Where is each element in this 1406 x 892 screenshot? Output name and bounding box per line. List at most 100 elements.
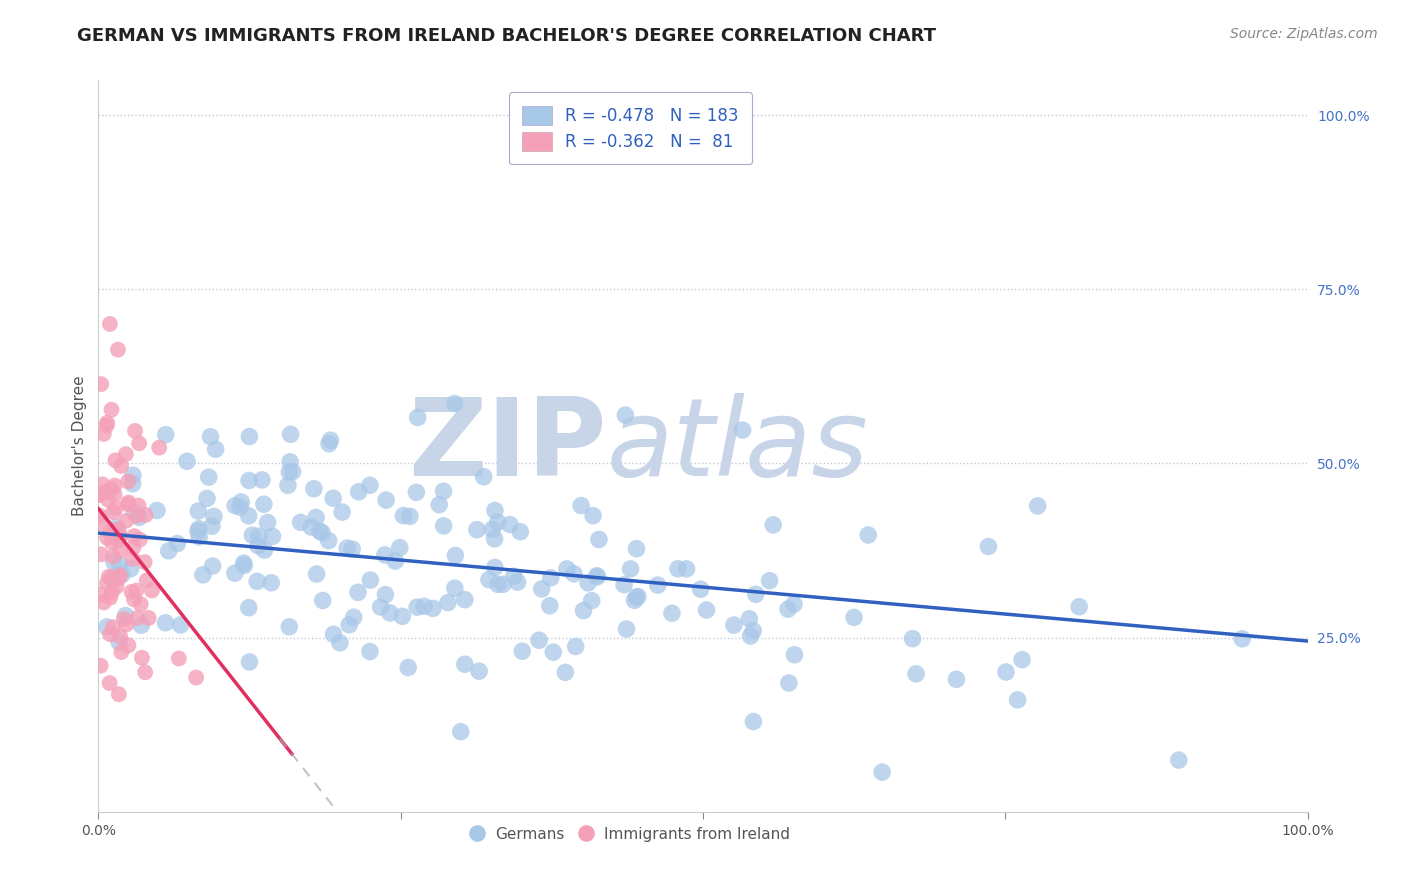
Point [233, 558, 256, 573]
Point [89, 487, 111, 501]
Point [406, 600, 429, 615]
Point [204, 442, 226, 457]
Point [167, 651, 190, 665]
Point [527, 633, 550, 648]
Point [322, 491, 344, 506]
Point [623, 593, 645, 607]
Point [305, 510, 328, 524]
Point [569, 499, 592, 513]
Point [128, 510, 150, 524]
Point [359, 478, 381, 492]
Point [427, 498, 450, 512]
Point [134, 555, 156, 569]
Point [1007, 693, 1029, 707]
Text: ZIP: ZIP [408, 393, 606, 499]
Point [359, 573, 381, 587]
Point [110, 529, 132, 543]
Point [359, 644, 381, 658]
Point [280, 427, 302, 442]
Point [98, 525, 121, 540]
Point [247, 529, 270, 543]
Point [492, 577, 515, 591]
Point [555, 562, 578, 576]
Point [343, 610, 366, 624]
Point [1069, 599, 1091, 614]
Point [745, 587, 768, 601]
Point [305, 567, 328, 582]
Point [148, 441, 170, 455]
Point [238, 600, 260, 615]
Point [624, 590, 647, 604]
Point [253, 543, 276, 558]
Point [481, 522, 503, 536]
Point [330, 505, 353, 519]
Point [105, 520, 128, 534]
Point [530, 582, 553, 596]
Point [486, 515, 509, 529]
Point [166, 536, 188, 550]
Point [444, 581, 467, 595]
Point [131, 650, 153, 665]
Point [562, 566, 585, 581]
Point [626, 541, 648, 556]
Point [104, 453, 127, 467]
Point [742, 624, 765, 638]
Point [778, 676, 800, 690]
Point [308, 524, 330, 538]
Point [91, 477, 114, 491]
Point [661, 607, 683, 621]
Point [114, 608, 136, 623]
Point [134, 665, 156, 680]
Point [96, 484, 118, 499]
Text: atlas: atlas [606, 393, 868, 499]
Point [200, 430, 222, 444]
Point [374, 548, 396, 562]
Point [503, 569, 526, 583]
Point [115, 617, 138, 632]
Point [231, 495, 253, 509]
Point [103, 555, 125, 569]
Point [484, 532, 506, 546]
Point [238, 655, 260, 669]
Point [510, 644, 533, 658]
Point [437, 596, 460, 610]
Point [723, 618, 745, 632]
Text: GERMAN VS IMMIGRANTS FROM IRELAND BACHELOR'S DEGREE CORRELATION CHART: GERMAN VS IMMIGRANTS FROM IRELAND BACHEL… [77, 27, 936, 45]
Point [108, 571, 131, 585]
Point [581, 593, 603, 607]
Point [586, 570, 609, 584]
Point [318, 533, 340, 548]
Point [238, 474, 260, 488]
Point [731, 423, 754, 437]
Point [96, 575, 118, 590]
Point [155, 427, 177, 442]
Point [125, 583, 148, 598]
Point [90, 547, 112, 561]
Point [543, 645, 565, 659]
Point [101, 570, 124, 584]
Y-axis label: Bachelor's Degree: Bachelor's Degree [72, 376, 87, 516]
Point [454, 657, 477, 672]
Point [229, 500, 252, 515]
Point [108, 630, 131, 644]
Point [107, 343, 129, 357]
Point [945, 673, 967, 687]
Point [689, 582, 711, 597]
Point [100, 402, 122, 417]
Point [422, 601, 444, 615]
Point [124, 424, 146, 438]
Point [375, 493, 398, 508]
Point [104, 478, 127, 492]
Point [758, 574, 780, 588]
Point [509, 524, 531, 539]
Point [396, 660, 419, 674]
Point [122, 592, 145, 607]
Point [499, 517, 522, 532]
Point [450, 724, 472, 739]
Point [1026, 499, 1049, 513]
Point [155, 615, 177, 630]
Point [101, 620, 124, 634]
Point [238, 508, 260, 523]
Point [169, 618, 191, 632]
Point [201, 559, 224, 574]
